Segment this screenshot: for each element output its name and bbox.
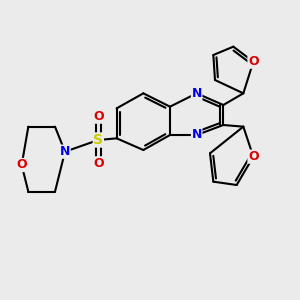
- Text: S: S: [93, 133, 103, 147]
- Text: N: N: [191, 128, 202, 142]
- Text: N: N: [60, 145, 70, 158]
- Text: O: O: [93, 110, 104, 123]
- Text: O: O: [248, 55, 259, 68]
- Text: O: O: [93, 157, 104, 170]
- Text: O: O: [248, 150, 259, 163]
- Text: N: N: [191, 87, 202, 100]
- Text: O: O: [16, 158, 27, 172]
